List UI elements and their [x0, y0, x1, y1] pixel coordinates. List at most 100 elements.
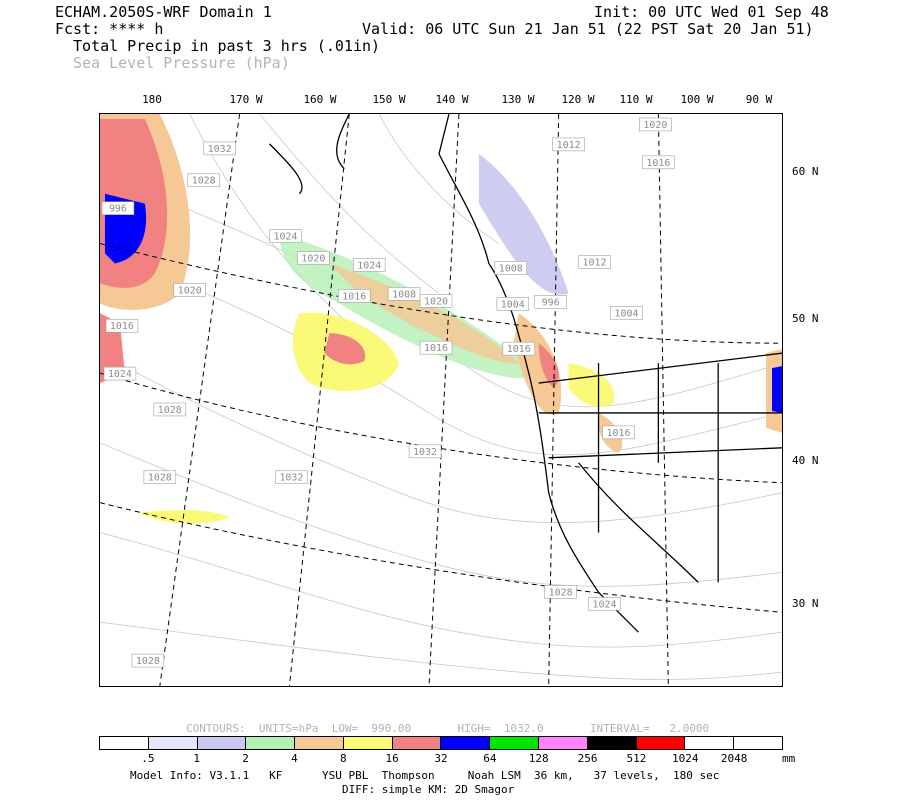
latitude-label: 50 N — [792, 312, 819, 325]
legend-label: 256 — [577, 752, 598, 765]
legend-swatch — [100, 737, 149, 749]
svg-text:1020: 1020 — [424, 296, 448, 307]
isobar-label: 1032 — [408, 444, 442, 459]
legend-swatch — [685, 737, 735, 749]
legend-label: 32 — [434, 752, 448, 765]
model-info: Model Info: V3.1.1 KF YSU PBL Thompson N… — [130, 769, 720, 782]
legend-swatch — [441, 737, 491, 749]
legend-swatch — [490, 737, 540, 749]
isobar-label: 1008 — [494, 261, 528, 275]
legend-swatch — [343, 737, 393, 749]
svg-text:1024: 1024 — [273, 232, 297, 243]
legend-swatch — [636, 737, 686, 749]
svg-text:1012: 1012 — [583, 257, 607, 268]
svg-text:1028: 1028 — [136, 656, 160, 667]
svg-text:1016: 1016 — [110, 321, 134, 332]
isobar-labels: 1032 1028 996 1024 1020 1020 1016 1016 1024 1028 1… — [101, 117, 675, 668]
field-slp-label: Sea Level Pressure (hPa) — [73, 54, 290, 72]
isobar-label: 1020 — [639, 117, 672, 132]
legend-swatch — [295, 737, 344, 749]
isobar-label: 1020 — [173, 283, 206, 297]
longitude-label: 140 W — [435, 93, 469, 106]
isobar-label: 1016 — [642, 155, 675, 170]
field-precip-label: Total Precip in past 3 hrs (.01in) — [73, 37, 381, 55]
legend-swatch — [246, 737, 296, 749]
svg-text:1016: 1016 — [424, 343, 448, 354]
latitude-label: 60 N — [792, 165, 819, 178]
svg-text:1008: 1008 — [499, 263, 523, 274]
precip-map: 1032 1028 996 1024 1020 1020 1016 1016 1024 1028 1… — [99, 113, 783, 687]
svg-text:1004: 1004 — [501, 299, 525, 310]
longitude-label: 150 W — [372, 93, 406, 106]
isobar-label: 1016 — [502, 341, 536, 356]
svg-text:1004: 1004 — [614, 308, 638, 319]
isobar-label: 1012 — [552, 137, 585, 152]
valid-time: Valid: 06 UTC Sun 21 Jan 51 (22 PST Sat … — [362, 20, 814, 38]
isobar-label: 1016 — [338, 289, 371, 303]
legend-label: 2 — [242, 752, 249, 765]
legend-swatch — [734, 737, 782, 749]
isobar-label: 1028 — [153, 402, 187, 417]
isobar-label: 1012 — [578, 255, 611, 269]
isobar-label: 1020 — [419, 294, 453, 308]
svg-text:1016: 1016 — [646, 158, 670, 169]
svg-text:1020: 1020 — [301, 253, 325, 264]
isobar-label: 1024 — [269, 229, 302, 243]
longitude-label: 170 W — [229, 93, 263, 106]
isobar-label: 1032 — [203, 141, 236, 156]
isobar-label: 1016 — [105, 318, 139, 333]
legend-label: 128 — [528, 752, 549, 765]
longitude-label: 100 W — [680, 93, 714, 106]
coastlines — [269, 114, 782, 633]
svg-text:1028: 1028 — [148, 473, 172, 484]
isobar-label: 1016 — [419, 340, 453, 355]
svg-text:1024: 1024 — [108, 369, 132, 380]
legend-swatch — [197, 737, 247, 749]
legend-swatch — [539, 737, 588, 749]
longitude-label: 110 W — [619, 93, 653, 106]
svg-text:1016: 1016 — [507, 344, 531, 355]
legend-label: 1 — [193, 752, 201, 765]
model-title: ECHAM.2050S-WRF Domain 1 — [55, 3, 272, 21]
legend-label: 2048 — [720, 752, 748, 765]
longitude-label: 160 W — [303, 93, 337, 106]
isobar-label: 1004 — [496, 297, 530, 311]
svg-text:1032: 1032 — [279, 473, 303, 484]
legend-label: 64 — [483, 752, 497, 765]
svg-text:1028: 1028 — [192, 176, 216, 187]
svg-text:1020: 1020 — [178, 285, 202, 296]
isobar-lines — [100, 114, 782, 680]
contour-info: CONTOURS: UNITS=hPa LOW= 990.00 HIGH= 10… — [186, 722, 710, 735]
legend-label: 1024 — [672, 752, 699, 765]
svg-text:1024: 1024 — [593, 599, 617, 610]
svg-text:1032: 1032 — [413, 447, 437, 458]
legend-label: 8 — [339, 752, 347, 765]
svg-text:1028: 1028 — [549, 587, 573, 598]
svg-text:1016: 1016 — [606, 428, 630, 439]
isobar-label: 1032 — [275, 470, 308, 485]
isobar-label: 1024 — [103, 366, 137, 381]
isobar-label: 1028 — [143, 470, 177, 485]
svg-text:1016: 1016 — [342, 291, 366, 302]
init-time: Init: 00 UTC Wed 01 Sep 48 — [594, 3, 829, 21]
svg-text:1012: 1012 — [557, 140, 581, 151]
latitude-label: 40 N — [792, 454, 819, 467]
isobar-label: 996 — [534, 295, 567, 309]
longitude-label: 130 W — [501, 93, 535, 106]
isobar-label: 1008 — [387, 287, 421, 301]
svg-text:1008: 1008 — [392, 289, 416, 300]
svg-text:996: 996 — [109, 204, 127, 215]
longitude-label: 120 W — [561, 93, 595, 106]
isobar-label: 1028 — [131, 653, 165, 668]
isobar-label: 1028 — [187, 173, 220, 188]
longitude-label: 90 W — [745, 93, 773, 106]
svg-text:1024: 1024 — [357, 260, 381, 271]
svg-text:1032: 1032 — [208, 144, 232, 155]
legend-label: 16 — [385, 752, 399, 765]
legend-label: .5 — [141, 752, 155, 765]
legend-units: mm — [782, 752, 796, 765]
svg-text:1020: 1020 — [643, 120, 667, 131]
isobar-label: 1028 — [544, 585, 577, 599]
diff-info: DIFF: simple KM: 2D Smagor — [342, 783, 515, 796]
isobar-label: 1020 — [297, 251, 330, 265]
